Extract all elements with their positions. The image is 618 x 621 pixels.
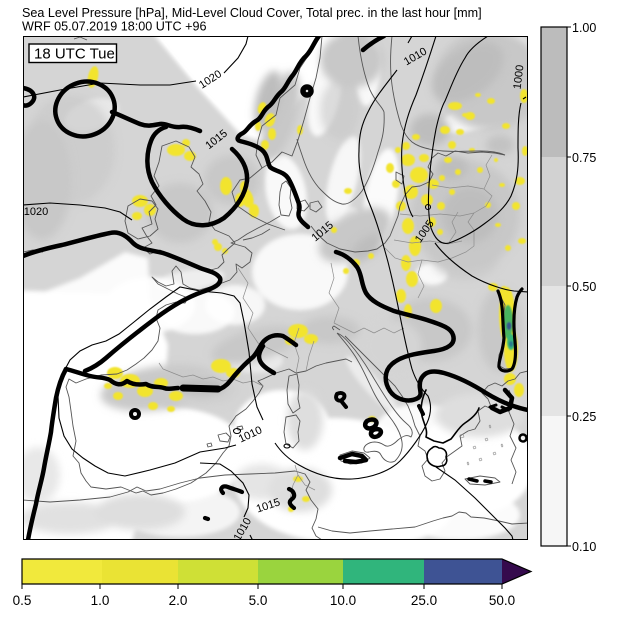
- svg-text:1.00: 1.00: [572, 21, 596, 35]
- svg-text:5.0: 5.0: [249, 593, 268, 608]
- svg-text:1020: 1020: [24, 206, 48, 218]
- svg-text:0.75: 0.75: [572, 151, 596, 165]
- svg-text:18 UTC Tue: 18 UTC Tue: [34, 46, 115, 63]
- svg-text:0.50: 0.50: [572, 280, 596, 294]
- svg-text:25.0: 25.0: [411, 593, 437, 608]
- svg-text:WRF 05.07.2019 18:00 UTC +96: WRF 05.07.2019 18:00 UTC +96: [22, 20, 206, 34]
- svg-text:1.0: 1.0: [91, 593, 110, 608]
- svg-text:10.0: 10.0: [330, 593, 356, 608]
- svg-text:0.10: 0.10: [572, 540, 596, 554]
- svg-text:Sea Level Pressure [hPa], Mid-: Sea Level Pressure [hPa], Mid-Level Clou…: [22, 6, 482, 20]
- svg-text:0.5: 0.5: [13, 593, 32, 608]
- svg-text:0.25: 0.25: [572, 410, 596, 424]
- svg-text:50.0: 50.0: [489, 593, 515, 608]
- svg-text:2.0: 2.0: [169, 593, 188, 608]
- svg-text:1000: 1000: [512, 64, 527, 90]
